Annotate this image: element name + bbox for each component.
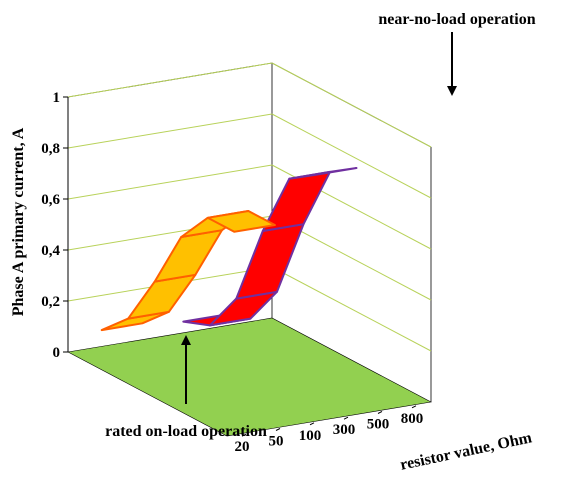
y-tick-label: 1 [53,90,61,106]
axes-layer: 0 0,2 0,4 0,6 0,8 1 20 50 100 300 500 800 [41,90,423,455]
x-tick-mark [241,433,247,437]
chart-walls [67,62,432,437]
series-0 [100,210,276,332]
gridline-left [67,113,273,149]
y-tick-label: 0,8 [41,141,60,157]
x-tick-mark [275,428,281,431]
x-tick-label: 300 [333,422,356,438]
annotation-rated-on-load: rated on-load operation [105,423,267,440]
x-tick-label: 500 [367,417,390,433]
gridline-back [271,266,432,352]
y-tick-label: 0,6 [41,192,60,208]
y-axis-title: Phase A primary current, A [10,127,27,316]
x-tick-mark [411,405,417,409]
arrow-rated-on-load-head [181,335,191,345]
ribbon-segment [261,170,331,232]
series-1 [182,167,358,327]
x-tick-mark [377,411,383,414]
gridline-left [67,62,273,98]
series-layer [100,167,358,332]
y-tick-label: 0,2 [41,294,60,310]
x-tick-label: 20 [235,439,250,455]
arrow-near-no-load-head [447,86,457,96]
ribbon-segment [288,167,358,180]
ribbon-segment [153,229,223,283]
x-tick-mark [343,416,349,420]
x-tick-mark [309,422,315,426]
y-tick-label: 0,4 [41,243,60,259]
x-tick-label: 50 [269,434,284,450]
x-tick-label: 100 [299,428,322,444]
annotation-near-no-load: near-no-load operation [378,11,535,28]
annotation-arrows [181,32,457,404]
x-axis-title: resistor value, Ohm [399,429,534,474]
ribbon-segment [206,210,276,233]
gridline-back [271,62,432,148]
x-tick-label: 800 [401,411,424,427]
y-tick-label: 0 [53,345,61,361]
gridline-left [67,164,273,200]
ribbon-segment [235,223,305,300]
gridline-back [271,113,432,199]
